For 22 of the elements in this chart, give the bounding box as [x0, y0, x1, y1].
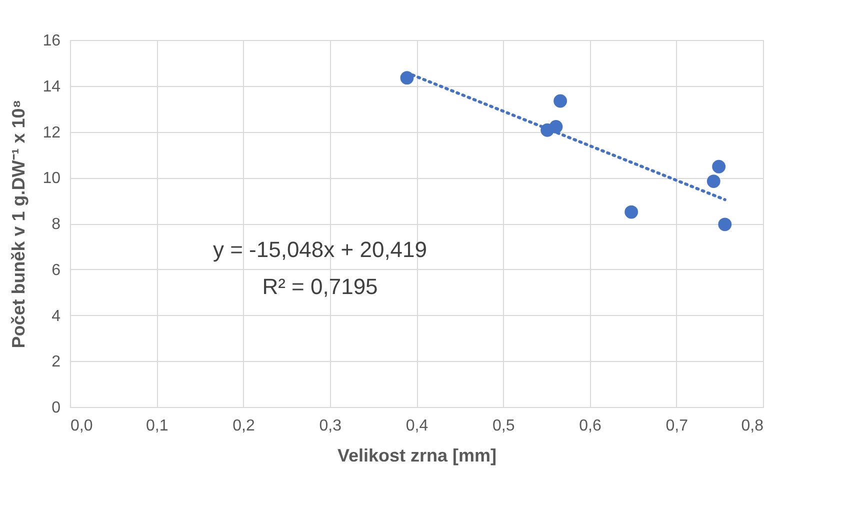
y-tick-label: 14	[42, 78, 61, 96]
x-tick-label: 0,8	[741, 418, 764, 434]
y-tick-label: 0	[52, 400, 61, 416]
y-tick-label: 10	[42, 170, 61, 188]
x-tick-label: 0,1	[146, 418, 168, 434]
x-tick-label: 0,3	[319, 418, 342, 434]
y-tick-label: 6	[52, 262, 61, 279]
y-tick-label: 4	[52, 308, 61, 325]
x-tick-label: 0,0	[70, 418, 93, 434]
x-tick-label: 0,5	[492, 418, 515, 434]
x-axis-title: Velikost zrna [mm]	[337, 446, 497, 466]
y-tick-label: 16	[42, 32, 61, 50]
annotation: R² = 0,7195	[262, 274, 378, 299]
x-tick-label: 0,2	[232, 418, 255, 434]
x-tick-label: 0,4	[406, 418, 428, 434]
x-tick-label: 0,6	[579, 418, 602, 434]
x-tick-label: 0,7	[666, 418, 688, 434]
y-axis-title: Počet buněk v 1 g.DW⁻¹ x 10⁸	[8, 100, 29, 348]
y-tick-label: 12	[42, 124, 61, 142]
annotation: y = -15,048x + 20,419	[212, 237, 428, 262]
y-tick-label: 2	[52, 354, 61, 371]
y-tick-label: 8	[52, 216, 61, 233]
